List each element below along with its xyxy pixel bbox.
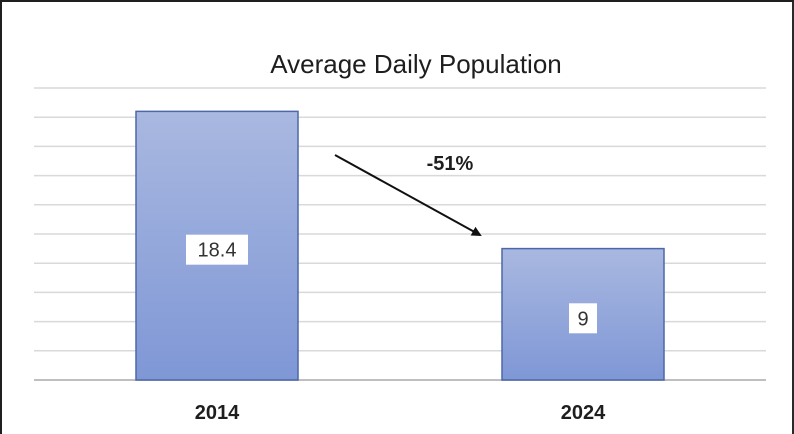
x-tick-label-2014: 2014: [195, 402, 240, 424]
data-labels: 18.49: [186, 234, 597, 334]
change-arrow: [334, 154, 482, 236]
data-label-2024: 9: [577, 308, 588, 330]
data-label-box: [569, 303, 597, 334]
change-annotation: -51%: [334, 153, 482, 236]
data-label-box: [186, 234, 248, 265]
change-percentage-label: -51%: [427, 153, 474, 175]
x-tick-labels: 2014 2024: [195, 402, 606, 424]
data-label-2014: 18.4: [198, 240, 237, 262]
chart-title: Average Daily Population: [270, 49, 561, 79]
x-tick-label-2024: 2024: [561, 402, 606, 424]
